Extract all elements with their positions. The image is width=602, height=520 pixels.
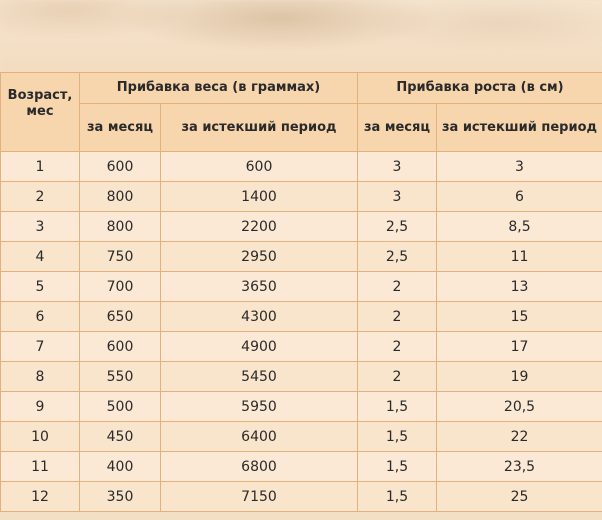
height-month-cell: 2 [357, 331, 437, 362]
height-month-cell: 2 [357, 271, 437, 302]
weight-period-cell: 5450 [160, 361, 358, 392]
age-cell: 3 [0, 211, 80, 242]
growth-table: Возраст, мес Прибавка веса (в граммах) П… [0, 72, 602, 512]
weight-period-cell: 1400 [160, 181, 358, 212]
table-row: 2 800 1400 3 6 [0, 181, 602, 212]
table-row: 5 700 3650 2 13 [0, 271, 602, 302]
table-row: 10 450 6400 1,5 22 [0, 421, 602, 452]
table-row: 3 800 2200 2,5 8,5 [0, 211, 602, 242]
age-cell: 5 [0, 271, 80, 302]
height-period-cell: 6 [436, 181, 602, 212]
height-period-cell: 19 [436, 361, 602, 392]
weight-month-cell: 450 [79, 421, 161, 452]
weight-period-cell: 7150 [160, 481, 358, 512]
height-period-cell: 23,5 [436, 451, 602, 482]
weight-period-cell: 5950 [160, 391, 358, 422]
weight-month-cell: 350 [79, 481, 161, 512]
weight-month-cell: 400 [79, 451, 161, 482]
height-period-cell: 13 [436, 271, 602, 302]
height-period-cell: 22 [436, 421, 602, 452]
height-month-cell: 2,5 [357, 241, 437, 272]
weight-period-cell: 3650 [160, 271, 358, 302]
height-month-cell: 2 [357, 361, 437, 392]
age-cell: 4 [0, 241, 80, 272]
weight-month-cell: 500 [79, 391, 161, 422]
weight-period-header: за истекший период [160, 103, 358, 152]
height-month-cell: 1,5 [357, 421, 437, 452]
weight-month-cell: 800 [79, 211, 161, 242]
height-month-cell: 2 [357, 301, 437, 332]
height-period-cell: 20,5 [436, 391, 602, 422]
weight-month-header: за месяц [79, 103, 161, 152]
height-period-cell: 8,5 [436, 211, 602, 242]
weight-period-cell: 6400 [160, 421, 358, 452]
age-cell: 11 [0, 451, 80, 482]
height-month-cell: 3 [357, 151, 437, 182]
weight-month-cell: 650 [79, 301, 161, 332]
age-cell: 2 [0, 181, 80, 212]
height-month-cell: 1,5 [357, 481, 437, 512]
height-month-cell: 1,5 [357, 451, 437, 482]
height-month-cell: 3 [357, 181, 437, 212]
age-cell: 1 [0, 151, 80, 182]
weight-period-cell: 4900 [160, 331, 358, 362]
weight-period-cell: 6800 [160, 451, 358, 482]
height-month-cell: 1,5 [357, 391, 437, 422]
weight-month-cell: 750 [79, 241, 161, 272]
table-row: 11 400 6800 1,5 23,5 [0, 451, 602, 482]
table-row: 9 500 5950 1,5 20,5 [0, 391, 602, 422]
age-header: Возраст, мес [0, 72, 80, 152]
table-row: 12 350 7150 1,5 25 [0, 481, 602, 512]
table-body: 1 600 600 3 3 2 800 1400 3 6 3 800 2200 2,5 8,5 4 750 295… [0, 151, 602, 512]
table-row: 7 600 4900 2 17 [0, 331, 602, 362]
height-period-header: за истекший период [436, 103, 602, 152]
weight-period-cell: 2950 [160, 241, 358, 272]
age-cell: 6 [0, 301, 80, 332]
blurred-background-band [0, 0, 602, 72]
weight-month-cell: 800 [79, 181, 161, 212]
weight-month-cell: 550 [79, 361, 161, 392]
table-row: 8 550 5450 2 19 [0, 361, 602, 392]
age-cell: 10 [0, 421, 80, 452]
height-period-cell: 25 [436, 481, 602, 512]
age-cell: 12 [0, 481, 80, 512]
weight-month-cell: 700 [79, 271, 161, 302]
table-row: 6 650 4300 2 15 [0, 301, 602, 332]
height-period-cell: 11 [436, 241, 602, 272]
weight-period-cell: 4300 [160, 301, 358, 332]
table-row: 4 750 2950 2,5 11 [0, 241, 602, 272]
height-month-header: за месяц [357, 103, 437, 152]
height-period-cell: 15 [436, 301, 602, 332]
height-period-cell: 17 [436, 331, 602, 362]
age-cell: 9 [0, 391, 80, 422]
weight-group-header: Прибавка веса (в граммах) [79, 72, 358, 104]
age-cell: 8 [0, 361, 80, 392]
weight-period-cell: 2200 [160, 211, 358, 242]
weight-period-cell: 600 [160, 151, 358, 182]
height-month-cell: 2,5 [357, 211, 437, 242]
table-row: 1 600 600 3 3 [0, 151, 602, 182]
weight-month-cell: 600 [79, 331, 161, 362]
age-cell: 7 [0, 331, 80, 362]
height-period-cell: 3 [436, 151, 602, 182]
height-group-header: Прибавка роста (в см) [357, 72, 602, 104]
weight-month-cell: 600 [79, 151, 161, 182]
